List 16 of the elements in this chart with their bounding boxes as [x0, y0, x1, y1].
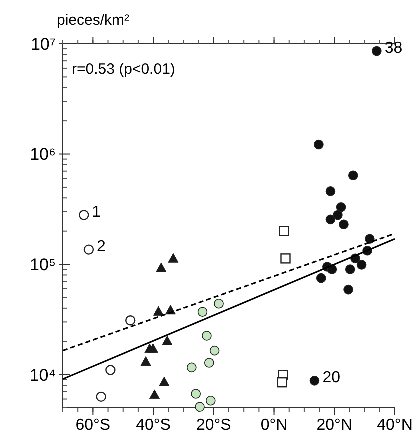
- y-tick-label: 10⁶: [30, 145, 56, 164]
- annotation: 20: [322, 370, 341, 387]
- x-tick-label: 0°N: [260, 417, 288, 434]
- x-tick-label: 20°S: [196, 417, 232, 434]
- x-tick-label: 60°S: [76, 417, 111, 434]
- annotation: 2: [96, 238, 106, 256]
- y-axis-title: pieces/km²: [57, 12, 130, 29]
- x-tick-label: 40°S: [136, 417, 171, 434]
- annotation: r=0.53 (p<0.01): [72, 61, 176, 78]
- y-tick-label: 10⁵: [30, 255, 56, 274]
- annotation: 38: [384, 40, 403, 57]
- x-tick-label: 20°N: [316, 417, 353, 434]
- y-tick-label: 10⁷: [30, 34, 56, 54]
- x-tick-label: 40°N: [377, 417, 413, 434]
- annotation: 1: [92, 204, 102, 221]
- y-tick-label: 10⁴: [30, 366, 56, 385]
